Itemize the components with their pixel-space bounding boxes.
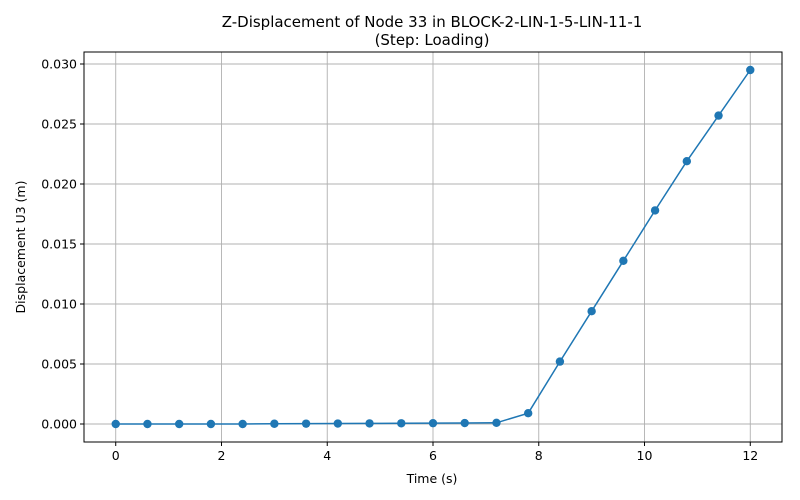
y-tick-label: 0.005 (41, 357, 77, 372)
y-tick-label: 0.020 (41, 177, 77, 192)
data-point (428, 418, 438, 428)
x-tick-label: 6 (429, 448, 437, 463)
y-tick-label: 0.000 (41, 417, 77, 432)
data-point (587, 307, 596, 316)
data-point (714, 111, 723, 120)
data-point (555, 357, 565, 366)
data-point (365, 419, 374, 428)
data-point (619, 256, 628, 265)
axis-ticks: 0 2 4 6 8 10 12 0.000 0.005 0.010 0.015 0.020 0.025 0… (41, 57, 758, 464)
data-point (492, 418, 501, 427)
x-tick-label: 0 (112, 448, 120, 463)
data-point (238, 419, 247, 429)
data-point (682, 157, 692, 166)
data-point (270, 419, 279, 428)
data-point (333, 419, 343, 428)
y-tick-label: 0.010 (41, 297, 77, 312)
data-point (397, 419, 406, 428)
grid (84, 52, 782, 442)
x-tick-label: 4 (323, 448, 331, 463)
data-point (206, 419, 216, 429)
data-point (111, 419, 120, 429)
chart-title-line-1: Z-Displacement of Node 33 in BLOCK-2-LIN… (222, 13, 643, 31)
x-tick-label: 12 (742, 448, 758, 463)
y-tick-label: 0.030 (41, 57, 77, 72)
x-axis-label: Time (s) (406, 471, 458, 486)
x-tick-label: 2 (218, 448, 226, 463)
x-tick-label: 10 (637, 448, 653, 463)
data-point (460, 418, 469, 428)
data-point (143, 419, 152, 429)
chart-title-line-2: (Step: Loading) (375, 31, 490, 49)
data-point (301, 419, 311, 428)
data-points (111, 65, 755, 429)
y-axis-label: Displacement U3 (m) (13, 181, 28, 314)
data-point (523, 409, 533, 418)
y-tick-label: 0.015 (41, 237, 77, 252)
y-tick-label: 0.025 (41, 117, 77, 132)
data-point (174, 419, 184, 429)
data-point (746, 65, 755, 75)
data-point (650, 206, 660, 215)
x-tick-label: 8 (535, 448, 543, 463)
